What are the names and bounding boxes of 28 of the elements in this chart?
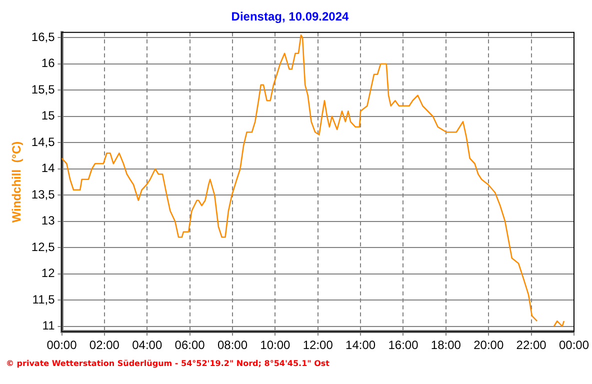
- chart-title: Dienstag, 10.09.2024: [231, 10, 350, 24]
- y-tick-label: 13,5: [31, 187, 56, 202]
- x-tick-label: 08:00: [217, 338, 248, 352]
- y-tick-label: 11,5: [32, 292, 56, 306]
- x-tick-label: 22:00: [516, 338, 547, 352]
- x-tick-label: 00:00: [46, 338, 78, 352]
- y-tick-label: 14: [41, 161, 56, 176]
- y-tick-label: 15,5: [31, 82, 56, 96]
- x-tick-label: 14:00: [346, 338, 376, 352]
- y-axis-title: Windchill (°C): [10, 141, 24, 223]
- x-tick-label: 16:00: [388, 338, 419, 352]
- y-tick-label: 16,5: [31, 30, 56, 44]
- y-tick-label: 11: [42, 318, 56, 333]
- y-tick-label: 15: [41, 108, 56, 123]
- x-tick-label: 18:00: [430, 338, 462, 352]
- x-tick-label: 02:00: [89, 338, 120, 352]
- x-tick-label: 00:00: [558, 338, 590, 352]
- y-tick-label: 16: [41, 56, 56, 70]
- x-tick-label: 04:00: [132, 338, 162, 352]
- y-tick-label: 13: [41, 214, 56, 228]
- y-tick-label: 14,5: [31, 134, 56, 149]
- y-tick-label: 12,5: [31, 240, 56, 254]
- x-tick-label: 06:00: [174, 338, 206, 352]
- y-tick-label: 12: [41, 266, 56, 280]
- x-tick-label: 12:00: [302, 338, 334, 352]
- x-tick-label: 20:00: [474, 338, 504, 352]
- text: © private Wetterstation Süderlügum - 54°52'19.2" Nord; 8°54'45.1" Ost: [6, 359, 330, 368]
- x-tick-label: 10:00: [260, 338, 291, 352]
